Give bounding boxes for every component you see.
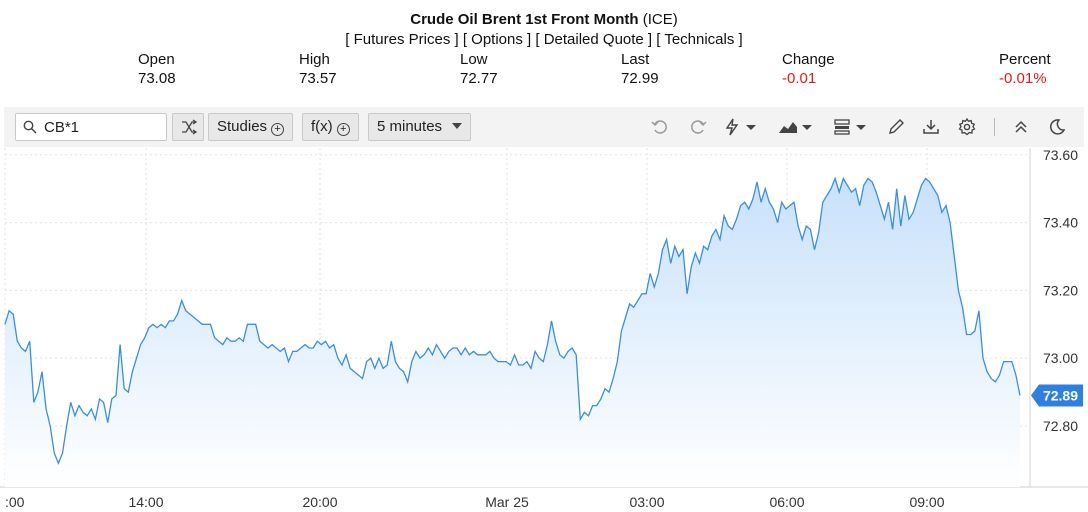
y-tick-label: 72.80 bbox=[1043, 418, 1078, 434]
quote-value: -0.01 bbox=[782, 70, 817, 87]
interval-select[interactable]: 5 minutes bbox=[368, 113, 472, 141]
x-tick-label: :00 bbox=[5, 494, 25, 510]
quote-label: Open bbox=[138, 51, 175, 68]
y-tick-label: 73.60 bbox=[1043, 148, 1078, 163]
last-price-badge-shape bbox=[1031, 384, 1083, 407]
plus-icon: + bbox=[271, 123, 285, 136]
pencil-icon[interactable] bbox=[886, 117, 906, 137]
quote-open: Open 73.08 bbox=[138, 50, 176, 88]
symbol-value: CB*1 bbox=[44, 119, 80, 136]
x-tick-label: 06:00 bbox=[769, 494, 804, 510]
undo-icon[interactable] bbox=[650, 117, 670, 137]
quote-label: Last bbox=[621, 51, 650, 68]
symbol-search-input[interactable]: CB*1 bbox=[15, 113, 167, 141]
quote-value: 72.77 bbox=[460, 70, 498, 87]
quote-high: High 73.57 bbox=[299, 50, 337, 88]
functions-button[interactable]: f(x) + bbox=[302, 113, 359, 141]
instrument-name: Crude Oil Brent 1st Front Month bbox=[410, 11, 639, 28]
quote-low: Low 72.77 bbox=[460, 50, 498, 88]
download-icon[interactable] bbox=[921, 117, 941, 137]
lightning-icon[interactable] bbox=[722, 117, 760, 137]
chart-toolbar: CB*1 Studies + f(x) + 5 minutes bbox=[4, 107, 1084, 147]
price-line bbox=[4, 176, 1021, 466]
interval-label: 5 minutes bbox=[377, 118, 443, 135]
price-area bbox=[5, 178, 1020, 487]
last-price-label: 72.89 bbox=[1043, 387, 1078, 403]
quote-links[interactable]: [ Futures Prices ] [ Options ] [ Detaile… bbox=[345, 31, 743, 48]
compare-button[interactable] bbox=[172, 113, 204, 141]
quote-value: -0.01% bbox=[999, 70, 1047, 87]
layout-icon[interactable] bbox=[832, 117, 870, 137]
x-axis: :00 14:00 20:00 Mar 25 03:00 06:00 09:00 bbox=[5, 494, 945, 510]
moon-icon[interactable] bbox=[1047, 117, 1067, 137]
x-tick-label: 14:00 bbox=[128, 494, 163, 510]
y-tick-label: 73.00 bbox=[1043, 350, 1078, 366]
quote-percent: Percent -0.01% bbox=[999, 50, 1051, 88]
quote-value: 72.99 bbox=[621, 70, 659, 87]
quote-value: 73.57 bbox=[299, 70, 337, 87]
quote-label: Percent bbox=[999, 51, 1051, 68]
collapse-icon[interactable] bbox=[1011, 117, 1031, 137]
shuffle-icon bbox=[182, 119, 198, 135]
functions-label: f(x) bbox=[311, 118, 333, 135]
gear-icon[interactable] bbox=[957, 117, 977, 137]
quote-label: Low bbox=[460, 51, 488, 68]
redo-icon[interactable] bbox=[688, 117, 708, 137]
quote-last: Last 72.99 bbox=[621, 50, 659, 88]
area-chart-icon[interactable] bbox=[777, 117, 815, 137]
chevron-down-icon bbox=[452, 123, 463, 129]
x-tick-label: 20:00 bbox=[302, 494, 337, 510]
price-chart[interactable]: 72.80 73.00 73.20 73.40 73.60 :00 14:00 20:00 M… bbox=[0, 148, 1088, 512]
quote-value: 73.08 bbox=[138, 70, 176, 87]
quote-label: High bbox=[299, 51, 330, 68]
chart-title: Crude Oil Brent 1st Front Month (ICE) bbox=[0, 11, 1088, 28]
x-tick-label: Mar 25 bbox=[485, 494, 529, 510]
x-tick-label: 03:00 bbox=[629, 494, 664, 510]
studies-button[interactable]: Studies + bbox=[208, 113, 294, 141]
x-tick-label: 09:00 bbox=[909, 494, 944, 510]
exchange-name: (ICE) bbox=[638, 11, 678, 28]
plus-icon: + bbox=[336, 123, 350, 136]
quote-label: Change bbox=[782, 51, 835, 68]
y-tick-label: 73.20 bbox=[1043, 282, 1078, 298]
toolbar-divider bbox=[994, 118, 995, 136]
y-tick-label: 73.40 bbox=[1043, 215, 1078, 231]
quote-change: Change -0.01 bbox=[782, 50, 835, 88]
search-icon bbox=[23, 120, 37, 134]
y-axis: 72.80 73.00 73.20 73.40 73.60 bbox=[1043, 148, 1078, 434]
last-price-badge: 72.89 bbox=[1031, 384, 1083, 407]
studies-label: Studies bbox=[217, 118, 268, 135]
